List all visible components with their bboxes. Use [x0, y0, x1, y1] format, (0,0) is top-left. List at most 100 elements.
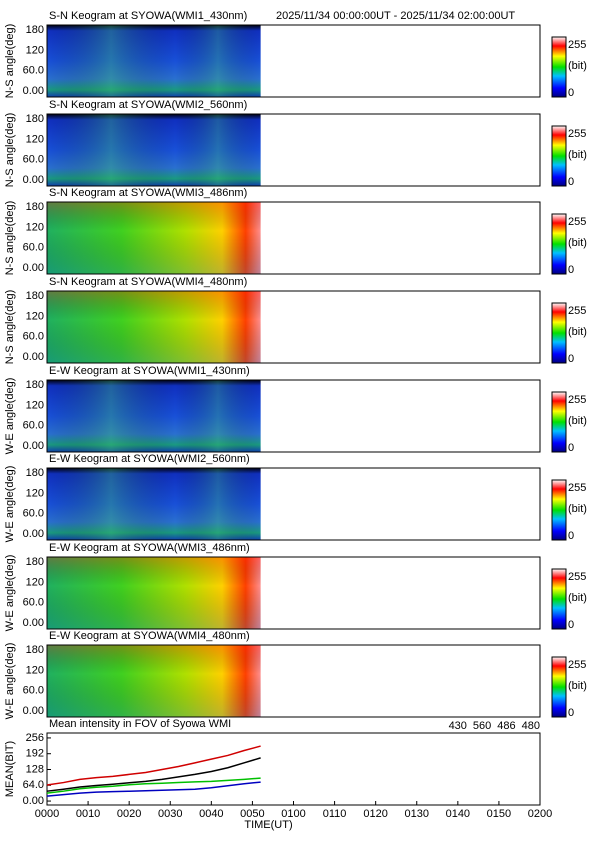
series-line [46, 757, 261, 792]
colorbar [551, 656, 567, 718]
y-tick-label: 120 [26, 576, 44, 588]
axes-frame [46, 732, 541, 806]
y-tick-label: 180 [26, 24, 44, 36]
x-tick-label: 0120 [363, 808, 387, 820]
colorbar-label: (bit) [568, 326, 587, 338]
series-line [46, 781, 261, 797]
y-axis-label: W-E angle(deg) [4, 643, 16, 720]
y-tick-label: 180 [26, 201, 44, 213]
colorbar-tick-label: 255 [568, 571, 586, 583]
colorbar-label: (bit) [568, 592, 587, 604]
y-tick-label: 120 [26, 399, 44, 411]
y-tick-label: 0.00 [23, 795, 44, 807]
colorbar-label: (bit) [568, 237, 587, 249]
colorbar [551, 391, 567, 453]
y-tick-label: 120 [26, 487, 44, 499]
y-tick-label: 180 [26, 644, 44, 656]
y-tick-label: 180 [26, 467, 44, 479]
y-tick-label: 180 [26, 379, 44, 391]
x-tick-label: 0110 [323, 808, 347, 820]
legend-entry: 486 [497, 720, 515, 732]
y-tick-label: 64.0 [23, 779, 44, 791]
panel-title: S-N Keogram at SYOWA(WMI2_560nm) [49, 99, 247, 111]
keogram-texture [47, 557, 261, 629]
colorbar-tick-label: 255 [568, 659, 586, 671]
keogram-texture [47, 114, 261, 186]
colorbar-tick-label: 255 [568, 305, 586, 317]
colorbar-tick-label: 0 [568, 176, 574, 188]
x-tick-label: 0150 [487, 808, 511, 820]
y-tick-label: 180 [26, 290, 44, 302]
x-tick-label: 0040 [199, 808, 223, 820]
axes-frame [46, 24, 541, 98]
panel-title: S-N Keogram at SYOWA(WMI1_430nm) [49, 10, 247, 22]
y-tick-label: 60.0 [23, 154, 44, 166]
legend-entry: 430 [449, 720, 467, 732]
x-tick-label: 0100 [281, 808, 305, 820]
colorbar [551, 213, 567, 275]
panel-title: E-W Keogram at SYOWA(WMI3_486nm) [49, 542, 250, 554]
y-tick-label: 128 [26, 763, 44, 775]
colorbar [551, 302, 567, 364]
axes-frame [46, 201, 541, 275]
colorbar-tick-label: 0 [568, 264, 574, 276]
y-axis-label: N-S angle(deg) [4, 290, 16, 365]
y-tick-label: 180 [26, 556, 44, 568]
panel-title: E-W Keogram at SYOWA(WMI2_560nm) [49, 453, 250, 465]
axes-frame [46, 467, 541, 541]
colorbar-tick-label: 0 [568, 442, 574, 454]
y-axis-label: MEAN(BIT) [4, 741, 16, 797]
panel-title: S-N Keogram at SYOWA(WMI3_486nm) [49, 187, 247, 199]
colorbar-label: (bit) [568, 60, 587, 72]
panel-title: E-W Keogram at SYOWA(WMI4_480nm) [49, 630, 250, 642]
y-tick-label: 60.0 [23, 65, 44, 77]
x-tick-label: 0140 [446, 808, 470, 820]
colorbar-label: (bit) [568, 680, 587, 692]
y-tick-label: 60.0 [23, 331, 44, 343]
colorbar-tick-label: 0 [568, 87, 574, 99]
keogram-texture [47, 468, 261, 540]
panel-title: Mean intensity in FOV of Syowa WMI [49, 718, 231, 730]
colorbar-tick-label: 255 [568, 482, 586, 494]
y-tick-label: 120 [26, 221, 44, 233]
axes-frame [46, 644, 541, 718]
y-tick-label: 60.0 [23, 508, 44, 520]
y-tick-label: 0.00 [23, 528, 44, 540]
y-tick-label: 0.00 [23, 85, 44, 97]
y-tick-label: 180 [26, 113, 44, 125]
axes-frame [46, 290, 541, 364]
x-tick-label: 0010 [76, 808, 100, 820]
legend-entry: 480 [522, 720, 540, 732]
y-tick-label: 0.00 [23, 174, 44, 186]
x-tick-label: 0050 [240, 808, 264, 820]
keogram-texture [47, 202, 261, 274]
colorbar-label: (bit) [568, 415, 587, 427]
colorbar-tick-label: 0 [568, 619, 574, 631]
y-tick-label: 0.00 [23, 262, 44, 274]
y-tick-label: 256 [26, 732, 44, 744]
colorbar-tick-label: 255 [568, 216, 586, 228]
y-tick-label: 120 [26, 133, 44, 145]
x-axis-label: TIME(UT) [244, 819, 292, 831]
colorbar [551, 568, 567, 630]
keogram-texture [47, 645, 261, 717]
y-axis-label: W-E angle(deg) [4, 466, 16, 543]
colorbar-label: (bit) [568, 149, 587, 161]
x-tick-label: 0000 [35, 808, 59, 820]
x-tick-label: 0130 [405, 808, 429, 820]
y-axis-label: N-S angle(deg) [4, 201, 16, 276]
y-axis-label: N-S angle(deg) [4, 113, 16, 188]
y-tick-label: 0.00 [23, 705, 44, 717]
y-axis-label: W-E angle(deg) [4, 378, 16, 455]
series-line [46, 745, 261, 786]
colorbar-tick-label: 0 [568, 707, 574, 719]
series-line [46, 777, 261, 794]
y-tick-label: 0.00 [23, 440, 44, 452]
legend-entry: 560 [473, 720, 491, 732]
y-tick-label: 120 [26, 310, 44, 322]
y-tick-label: 120 [26, 664, 44, 676]
y-tick-label: 0.00 [23, 617, 44, 629]
colorbar-tick-label: 0 [568, 353, 574, 365]
y-tick-label: 0.00 [23, 351, 44, 363]
